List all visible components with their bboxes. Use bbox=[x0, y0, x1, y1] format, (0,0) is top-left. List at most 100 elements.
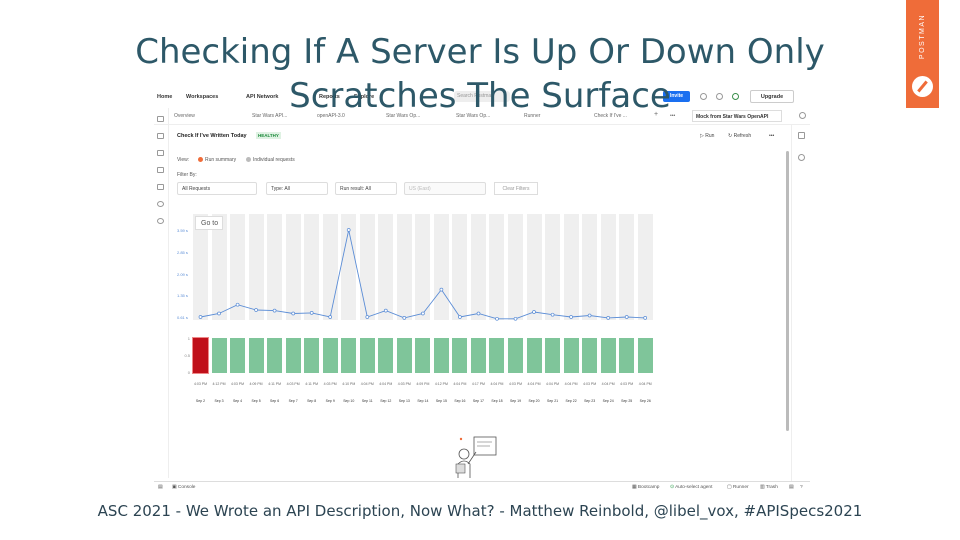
response-time-point[interactable] bbox=[587, 313, 592, 318]
more-tabs-icon[interactable]: ••• bbox=[670, 113, 676, 119]
chart-column-bg[interactable] bbox=[452, 214, 468, 320]
status-bar-pass[interactable] bbox=[637, 338, 653, 373]
chart-column-bg[interactable] bbox=[415, 214, 431, 320]
status-bar-pass[interactable] bbox=[619, 338, 635, 373]
status-bar-fail[interactable] bbox=[192, 337, 209, 374]
response-time-point[interactable] bbox=[328, 315, 333, 319]
individual-requests-radio[interactable] bbox=[246, 157, 251, 162]
sidebar-toggle-icon[interactable]: ▤ bbox=[158, 485, 163, 490]
response-time-point[interactable] bbox=[291, 311, 296, 316]
avatar[interactable] bbox=[732, 93, 739, 100]
response-time-point[interactable] bbox=[606, 316, 611, 320]
upgrade-button[interactable]: Upgrade bbox=[750, 90, 794, 103]
status-bar-pass[interactable] bbox=[582, 338, 598, 373]
history-icon[interactable] bbox=[157, 201, 164, 207]
help-icon[interactable]: ? bbox=[800, 485, 803, 490]
chart-column-bg[interactable] bbox=[211, 214, 227, 320]
runner-button[interactable]: ▢ Runner bbox=[727, 485, 749, 490]
nav-explore[interactable]: Explore bbox=[354, 94, 375, 100]
chart-column-bg[interactable] bbox=[193, 214, 208, 320]
status-bar-pass[interactable] bbox=[378, 338, 394, 373]
chart-column-bg[interactable] bbox=[378, 214, 394, 320]
tab-star-wars-api[interactable]: Star Wars API... bbox=[252, 113, 288, 119]
response-time-point[interactable] bbox=[254, 308, 258, 312]
tab-openapi[interactable]: openAPI-3.0 bbox=[317, 113, 345, 119]
status-bar-pass[interactable] bbox=[230, 338, 246, 373]
chart-column-bg[interactable] bbox=[248, 214, 264, 320]
bootcamp-button[interactable]: ▦ Bootcamp bbox=[632, 485, 659, 490]
chart-column-bg[interactable] bbox=[304, 214, 320, 320]
status-bar-pass[interactable] bbox=[508, 338, 523, 373]
chart-column-bg[interactable] bbox=[526, 214, 542, 320]
response-time-point[interactable] bbox=[532, 310, 536, 314]
nav-api-network[interactable]: API Network bbox=[246, 94, 279, 100]
status-bar-pass[interactable] bbox=[304, 338, 320, 373]
tab-star-wars-op-2[interactable]: Star Wars Op... bbox=[456, 113, 491, 119]
status-bar-pass[interactable] bbox=[600, 338, 616, 373]
tab-star-wars-op-1[interactable]: Star Wars Op... bbox=[386, 113, 421, 119]
chart-column-bg[interactable] bbox=[322, 214, 338, 320]
run-button[interactable]: ▷ Run bbox=[700, 133, 714, 139]
chart-column-bg[interactable] bbox=[489, 214, 505, 320]
nav-workspaces[interactable]: Workspaces bbox=[186, 94, 219, 100]
response-time-point[interactable] bbox=[217, 311, 221, 316]
monitor-more-icon[interactable]: ••• bbox=[769, 133, 775, 139]
run-summary-option[interactable]: Run summary bbox=[205, 157, 237, 163]
individual-requests-option[interactable]: Individual requests bbox=[253, 157, 295, 163]
mock-servers-icon[interactable] bbox=[157, 167, 164, 173]
status-bar-pass[interactable] bbox=[415, 338, 431, 373]
flows-icon[interactable] bbox=[157, 218, 164, 224]
type-filter-select[interactable]: Type: All bbox=[266, 182, 328, 195]
refresh-button[interactable]: ↻ Refresh bbox=[728, 133, 751, 139]
run-result-filter-select[interactable]: Run result: All bbox=[335, 182, 397, 195]
console-button[interactable]: ▣ Console bbox=[172, 485, 195, 490]
invite-button[interactable]: Invite bbox=[663, 91, 690, 102]
status-bar-pass[interactable] bbox=[267, 338, 283, 373]
nav-home[interactable]: Home bbox=[157, 94, 173, 100]
response-time-point[interactable] bbox=[513, 316, 518, 321]
new-tab-plus-icon[interactable]: + bbox=[654, 111, 659, 118]
monitors-icon[interactable] bbox=[157, 184, 164, 190]
status-bar-pass[interactable] bbox=[526, 338, 542, 373]
status-bar-pass[interactable] bbox=[433, 338, 449, 373]
response-time-point[interactable] bbox=[198, 315, 203, 319]
response-time-point[interactable] bbox=[402, 316, 407, 320]
response-time-point[interactable] bbox=[495, 316, 499, 321]
trash-button[interactable]: ▥ Trash bbox=[760, 485, 778, 490]
response-time-point[interactable] bbox=[439, 287, 444, 292]
chart-column-bg[interactable] bbox=[396, 214, 412, 320]
status-bar-pass[interactable] bbox=[248, 338, 264, 373]
info-icon[interactable] bbox=[798, 154, 805, 161]
status-bar-pass[interactable] bbox=[452, 338, 468, 373]
status-bar-pass[interactable] bbox=[359, 338, 375, 373]
response-time-point[interactable] bbox=[235, 302, 240, 307]
response-time-point[interactable] bbox=[383, 308, 388, 313]
search-input[interactable]: Search Postman bbox=[454, 91, 510, 102]
chart-column-bg[interactable] bbox=[619, 214, 635, 320]
status-bar-pass[interactable] bbox=[470, 338, 486, 373]
chart-column-bg[interactable] bbox=[637, 214, 653, 320]
clear-filters-button[interactable]: Clear Filters bbox=[494, 182, 538, 195]
settings-icon[interactable] bbox=[700, 93, 707, 100]
chart-column-bg[interactable] bbox=[600, 214, 616, 320]
chart-column-bg[interactable] bbox=[563, 214, 579, 320]
tab-monitor[interactable]: Check If I've ... bbox=[594, 113, 627, 119]
chart-column-bg[interactable] bbox=[508, 214, 523, 320]
response-time-point[interactable] bbox=[569, 315, 573, 319]
nav-reports[interactable]: Reports bbox=[319, 94, 340, 100]
chart-column-bg[interactable] bbox=[545, 214, 561, 320]
status-bar-pass[interactable] bbox=[489, 338, 505, 373]
chart-column-bg[interactable] bbox=[582, 214, 598, 320]
response-time-point[interactable] bbox=[309, 311, 314, 315]
notification-bell-icon[interactable] bbox=[716, 93, 723, 100]
apis-icon[interactable] bbox=[157, 133, 164, 139]
environments-icon[interactable] bbox=[157, 150, 164, 156]
requests-filter-select[interactable]: All Requests bbox=[177, 182, 257, 195]
status-bar-pass[interactable] bbox=[285, 338, 301, 373]
auto-select-agent-button[interactable]: ⊙ Auto-select agent bbox=[670, 485, 712, 490]
response-time-point[interactable] bbox=[643, 316, 648, 320]
status-bar-pass[interactable] bbox=[341, 338, 357, 373]
response-time-point[interactable] bbox=[550, 312, 555, 317]
environment-select[interactable]: Mock from Star Wars OpenAPI bbox=[692, 110, 782, 122]
chart-column-bg[interactable] bbox=[470, 214, 486, 320]
